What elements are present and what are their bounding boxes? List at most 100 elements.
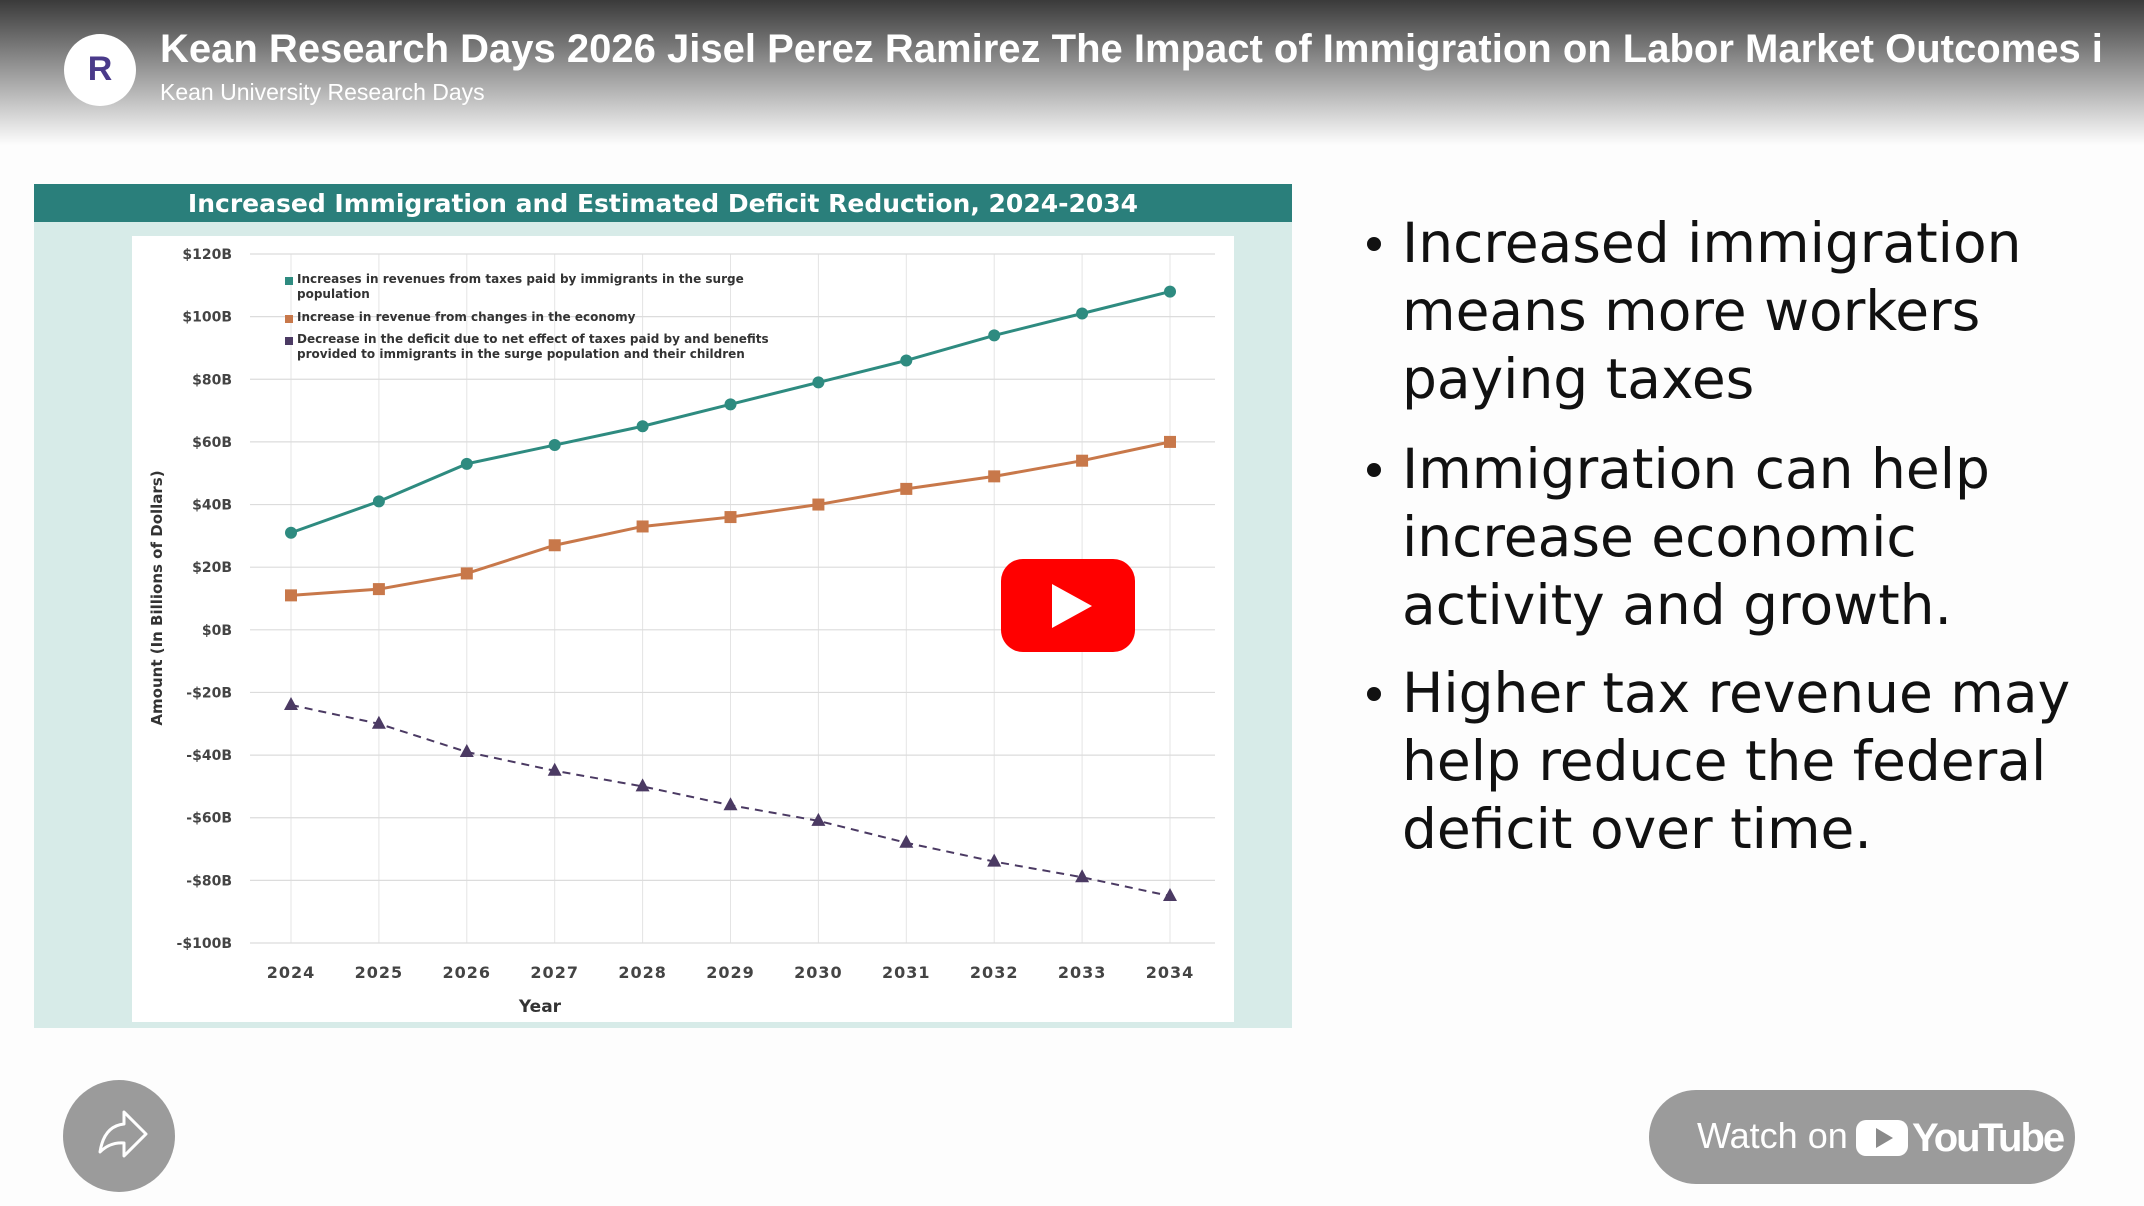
chart-title-bar xyxy=(34,184,1292,222)
point xyxy=(1164,285,1176,298)
y-axis-label: Amount (In Billions of Dollars) xyxy=(148,470,166,725)
bullet-line: increase economic xyxy=(1402,505,1917,569)
point xyxy=(548,539,561,552)
legend-swatch xyxy=(285,315,293,323)
y-tick-label: -$40B xyxy=(186,748,232,764)
point xyxy=(987,853,1002,867)
youtube-icon-play xyxy=(1876,1128,1893,1148)
bullet-line: deficit over time. xyxy=(1402,797,1872,861)
point xyxy=(284,696,298,710)
watch-label: Watch on xyxy=(1697,1115,1848,1156)
x-tick-label: 2027 xyxy=(530,963,579,982)
x-tick-label: 2034 xyxy=(1146,963,1195,982)
y-tick-label: $80B xyxy=(192,372,232,388)
point xyxy=(988,470,1001,483)
y-tick-label: $40B xyxy=(192,498,232,514)
point xyxy=(285,589,297,602)
point xyxy=(988,329,1001,342)
share-button[interactable] xyxy=(63,1080,175,1192)
bullet-dot xyxy=(1367,463,1381,477)
legend-entry: Decrease in the deficit due to net effec… xyxy=(297,332,769,361)
header-bar xyxy=(0,0,2144,145)
point xyxy=(285,526,297,539)
y-tick-label: -$60B xyxy=(186,811,232,827)
x-tick-label: 2033 xyxy=(1058,963,1107,982)
point xyxy=(548,439,561,452)
point xyxy=(812,498,825,511)
point xyxy=(1163,888,1177,902)
legend-swatch xyxy=(285,337,293,345)
point xyxy=(636,520,649,533)
x-tick-label: 2029 xyxy=(706,963,755,982)
point xyxy=(460,567,473,580)
x-tick-label: 2028 xyxy=(618,963,667,982)
point xyxy=(1164,435,1176,448)
bullet-line: Higher tax revenue may xyxy=(1402,661,2070,725)
point xyxy=(371,715,386,729)
watch-on-youtube[interactable]: Watch on YouTube xyxy=(1649,1090,2075,1184)
bullet-line: paying taxes xyxy=(1402,347,1754,411)
point xyxy=(635,778,650,792)
x-axis-label: Year xyxy=(518,997,562,1017)
channel-logo[interactable] xyxy=(64,34,136,106)
y-tick-label: -$20B xyxy=(186,685,232,701)
point xyxy=(812,376,825,389)
point xyxy=(724,511,737,524)
point xyxy=(372,495,385,508)
y-tick-label: $60B xyxy=(192,435,232,451)
point xyxy=(900,482,913,495)
point xyxy=(636,420,649,433)
share-button-bg[interactable] xyxy=(63,1080,175,1192)
point xyxy=(724,398,737,411)
point xyxy=(1075,869,1090,883)
y-tick-label: $0B xyxy=(202,623,232,639)
bullet-dot xyxy=(1367,237,1381,251)
video-title[interactable]: Kean Research Days 2026 Jisel Perez Rami… xyxy=(160,27,2103,71)
bullet-line: help reduce the federal xyxy=(1402,729,2046,793)
legend-swatch xyxy=(285,277,293,285)
x-tick-label: 2026 xyxy=(443,963,492,982)
chart: 2024 2025 2026 2027 2028 2029 2030 2031 2032 2033… xyxy=(177,247,1215,982)
point xyxy=(723,797,738,811)
legend-label: Increase in revenue from changes in the … xyxy=(297,310,636,324)
x-tick-label: 2030 xyxy=(794,963,843,982)
y-tick-label: $20B xyxy=(192,560,232,576)
legend-label: Decrease in the deficit due to net effec… xyxy=(297,332,769,361)
point xyxy=(1076,307,1089,320)
point xyxy=(459,743,474,757)
legend-entry: Increases in revenues from taxes paid by… xyxy=(297,272,744,301)
point xyxy=(811,812,826,826)
y-tick-label: -$80B xyxy=(186,873,232,889)
y-tick-label: $120B xyxy=(182,247,232,263)
channel-name[interactable]: Kean University Research Days xyxy=(160,79,485,105)
point xyxy=(460,457,473,470)
point xyxy=(547,762,562,776)
play-button[interactable] xyxy=(1001,559,1135,652)
point xyxy=(899,834,914,848)
bullet-line: activity and growth. xyxy=(1402,573,1952,637)
bullet-line: Increased immigration xyxy=(1402,211,2021,275)
point xyxy=(372,583,385,596)
legend-entry: Increase in revenue from changes in the … xyxy=(297,310,636,324)
legend-label: Increases in revenues from taxes paid by… xyxy=(297,272,744,301)
share-icon xyxy=(98,1110,148,1158)
y-tick-label: $100B xyxy=(182,310,232,326)
logo-glyph: R xyxy=(88,50,113,88)
x-tick-label: 2031 xyxy=(882,963,931,982)
point xyxy=(1076,454,1089,467)
bullet-line: means more workers xyxy=(1402,279,1980,343)
x-tick-label: 2024 xyxy=(267,963,316,982)
point xyxy=(900,354,913,367)
chart-title: Increased Immigration and Estimated Defi… xyxy=(188,189,1138,218)
bullet-line: Immigration can help xyxy=(1402,437,1990,501)
x-tick-label: 2032 xyxy=(970,963,1019,982)
play-icon xyxy=(1052,584,1092,628)
bullet-dot xyxy=(1367,687,1381,701)
legend: Increases in revenues from taxes paid by… xyxy=(285,272,769,361)
youtube-brand: YouTube xyxy=(1912,1116,2064,1160)
x-tick-label: 2025 xyxy=(355,963,404,982)
y-tick-label: -$100B xyxy=(177,936,232,952)
